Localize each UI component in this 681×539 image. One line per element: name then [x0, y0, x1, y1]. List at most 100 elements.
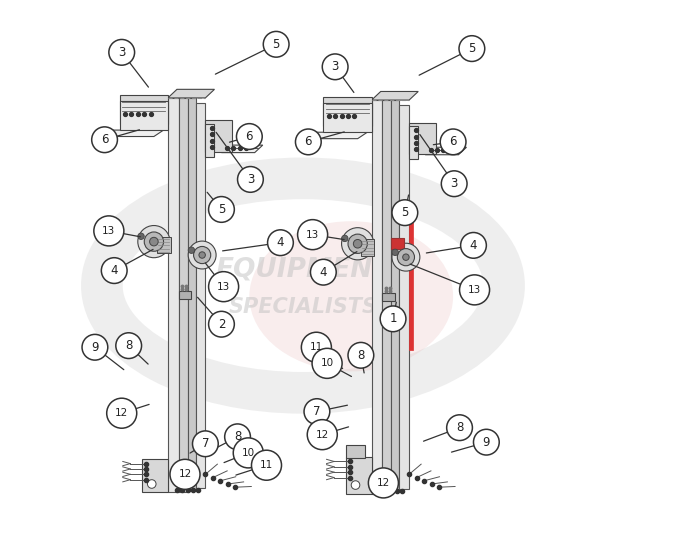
Circle shape — [94, 216, 124, 246]
Circle shape — [351, 481, 360, 489]
Text: 8: 8 — [358, 349, 364, 362]
Circle shape — [342, 227, 374, 260]
Text: 13: 13 — [102, 226, 116, 236]
Polygon shape — [392, 100, 400, 490]
Circle shape — [447, 415, 473, 440]
Circle shape — [193, 246, 210, 264]
Polygon shape — [323, 97, 372, 126]
Circle shape — [342, 235, 348, 241]
Circle shape — [302, 332, 332, 362]
Text: 4: 4 — [276, 236, 284, 249]
Circle shape — [236, 123, 262, 149]
Text: 4: 4 — [319, 266, 327, 279]
Circle shape — [82, 334, 108, 360]
Polygon shape — [157, 237, 170, 253]
Circle shape — [199, 252, 206, 258]
Text: 12: 12 — [178, 469, 191, 479]
Circle shape — [225, 424, 251, 450]
Text: 12: 12 — [377, 478, 390, 488]
Circle shape — [109, 39, 135, 65]
Text: 5: 5 — [468, 42, 475, 55]
Circle shape — [116, 333, 142, 358]
Polygon shape — [409, 126, 418, 159]
Circle shape — [473, 429, 499, 455]
Text: 9: 9 — [91, 341, 99, 354]
Circle shape — [397, 248, 415, 266]
Polygon shape — [142, 459, 168, 492]
Text: 3: 3 — [118, 46, 125, 59]
Text: 4: 4 — [470, 239, 477, 252]
Text: 11: 11 — [310, 342, 323, 353]
Text: 12: 12 — [315, 430, 329, 440]
Polygon shape — [120, 101, 168, 130]
Polygon shape — [168, 89, 215, 98]
Circle shape — [208, 312, 234, 337]
Polygon shape — [425, 147, 466, 155]
Circle shape — [193, 431, 218, 457]
Circle shape — [353, 239, 362, 248]
Circle shape — [238, 167, 264, 192]
Circle shape — [311, 259, 336, 285]
Text: 13: 13 — [217, 282, 230, 292]
Polygon shape — [382, 293, 395, 301]
Circle shape — [268, 230, 294, 255]
Text: 7: 7 — [313, 405, 321, 418]
Polygon shape — [168, 98, 178, 492]
Circle shape — [107, 398, 137, 428]
Polygon shape — [94, 130, 163, 136]
Text: 6: 6 — [449, 135, 457, 148]
Circle shape — [312, 348, 342, 378]
Circle shape — [440, 129, 466, 155]
Circle shape — [460, 232, 486, 258]
Polygon shape — [323, 103, 372, 132]
Text: 12: 12 — [115, 408, 128, 418]
Circle shape — [138, 225, 170, 258]
Polygon shape — [392, 238, 404, 249]
Circle shape — [101, 258, 127, 284]
Circle shape — [188, 247, 195, 253]
Polygon shape — [346, 457, 372, 494]
Circle shape — [296, 129, 321, 155]
Circle shape — [441, 171, 467, 197]
Circle shape — [170, 459, 200, 489]
Circle shape — [304, 399, 330, 425]
Circle shape — [460, 275, 490, 305]
Polygon shape — [206, 123, 215, 157]
Circle shape — [380, 306, 406, 331]
Circle shape — [208, 272, 238, 302]
Polygon shape — [195, 103, 206, 488]
Polygon shape — [372, 92, 418, 100]
Polygon shape — [409, 122, 436, 154]
Circle shape — [402, 254, 409, 260]
Circle shape — [264, 31, 289, 57]
Circle shape — [144, 232, 163, 251]
Circle shape — [392, 243, 420, 271]
Text: 8: 8 — [125, 339, 132, 352]
Text: 13: 13 — [306, 230, 319, 240]
Polygon shape — [206, 120, 232, 151]
Circle shape — [392, 249, 398, 255]
Text: 7: 7 — [202, 437, 209, 450]
Circle shape — [459, 36, 485, 61]
Polygon shape — [120, 95, 168, 123]
Polygon shape — [178, 291, 191, 299]
Text: 1: 1 — [390, 312, 397, 326]
Text: 10: 10 — [321, 358, 334, 368]
Circle shape — [188, 241, 216, 269]
Text: 6: 6 — [304, 135, 312, 148]
Polygon shape — [409, 205, 413, 350]
Text: 2: 2 — [218, 317, 225, 331]
Text: 5: 5 — [401, 206, 409, 219]
Text: 3: 3 — [247, 173, 254, 186]
Circle shape — [234, 438, 264, 468]
Polygon shape — [400, 106, 409, 489]
Polygon shape — [361, 239, 375, 255]
Text: 9: 9 — [483, 436, 490, 448]
Text: 8: 8 — [234, 430, 241, 443]
Text: EQUIPMENT: EQUIPMENT — [215, 257, 391, 282]
Text: 8: 8 — [456, 421, 463, 434]
Circle shape — [148, 480, 156, 488]
Circle shape — [392, 200, 417, 225]
Polygon shape — [178, 98, 188, 492]
Text: 13: 13 — [468, 285, 481, 295]
